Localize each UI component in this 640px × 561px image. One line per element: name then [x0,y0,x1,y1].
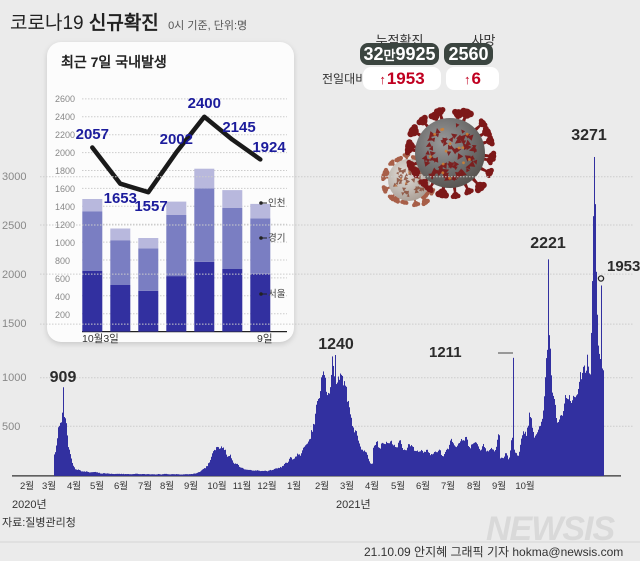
svg-text:2221: 2221 [530,235,566,252]
svg-text:8월: 8월 [160,480,174,492]
svg-text:3월: 3월 [340,480,354,492]
svg-text:8월: 8월 [467,480,481,492]
svg-text:12월: 12월 [257,480,276,492]
svg-text:21.10.09 안지혜 그래픽 기자 hokma@new: 21.10.09 안지혜 그래픽 기자 hokma@newsis.com [364,545,623,559]
svg-text:1월: 1월 [287,480,301,492]
svg-text:11월: 11월 [233,480,252,492]
svg-text:1240: 1240 [318,336,354,353]
svg-text:6월: 6월 [416,480,430,492]
svg-text:909: 909 [50,369,77,386]
svg-text:2월: 2월 [20,480,34,492]
svg-text:자료:질병관리청: 자료:질병관리청 [2,516,76,529]
svg-text:9월: 9월 [492,480,506,492]
svg-text:1000: 1000 [2,372,26,384]
svg-text:1953: 1953 [607,258,640,275]
svg-text:500: 500 [2,421,20,433]
svg-text:1500: 1500 [2,318,26,330]
svg-text:2021년: 2021년 [336,498,371,511]
svg-text:6월: 6월 [114,480,128,492]
svg-text:3271: 3271 [571,127,607,144]
svg-text:1211: 1211 [429,344,462,361]
svg-text:4월: 4월 [67,480,81,492]
svg-text:10월: 10월 [515,480,534,492]
svg-text:2500: 2500 [2,220,26,232]
svg-text:3월: 3월 [42,480,56,492]
svg-text:5월: 5월 [391,480,405,492]
svg-text:7월: 7월 [441,480,455,492]
svg-text:2월: 2월 [315,480,329,492]
svg-text:2000: 2000 [2,269,26,281]
svg-text:2020년: 2020년 [12,498,47,511]
svg-text:3000: 3000 [2,171,26,183]
svg-text:9월: 9월 [184,480,198,492]
svg-text:7월: 7월 [138,480,152,492]
svg-text:5월: 5월 [90,480,104,492]
svg-text:10월: 10월 [207,480,226,492]
svg-text:4월: 4월 [365,480,379,492]
